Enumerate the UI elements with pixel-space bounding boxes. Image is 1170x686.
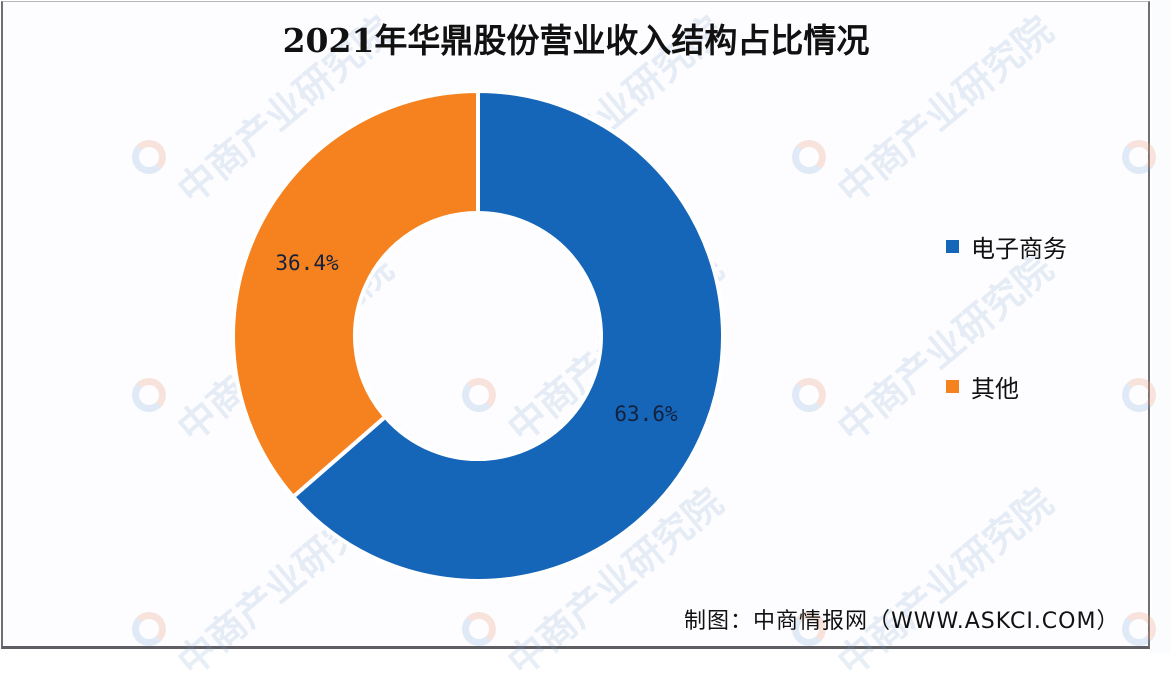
legend: 电子商务 其他: [946, 226, 1067, 506]
legend-item-other[interactable]: 其他: [946, 366, 1067, 406]
slice-label-ecommerce: 63.6%: [614, 402, 678, 426]
donut-slice-1[interactable]: [231, 88, 480, 500]
source-credit: 制图：中商情报网（WWW.ASKCI.COM）: [684, 609, 1120, 634]
chart-title: 2021年华鼎股份营业收入结构占比情况: [282, 21, 870, 60]
legend-swatch-square-icon: [946, 379, 959, 393]
legend-label: 其他: [971, 374, 1019, 403]
legend-label: 电子商务: [971, 234, 1067, 263]
donut-slice-0[interactable]: [290, 88, 725, 583]
outer-margin: [1152, 0, 1170, 654]
legend-swatch-square-icon: [946, 239, 959, 253]
donut-slices: [231, 88, 725, 583]
donut-chart: 36.4% 63.6%: [231, 88, 725, 583]
legend-item-ecommerce[interactable]: 电子商务: [946, 226, 1067, 266]
slice-label-other: 36.4%: [275, 251, 339, 275]
